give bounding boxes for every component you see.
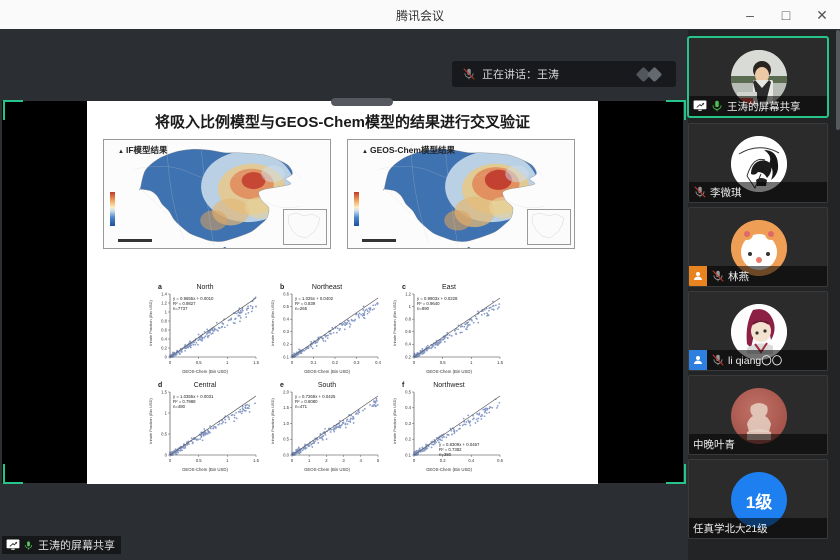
svg-text:1: 1 xyxy=(165,410,168,415)
svg-text:0.3: 0.3 xyxy=(405,421,411,426)
svg-text:n=890: n=890 xyxy=(417,306,430,311)
svg-text:1: 1 xyxy=(226,360,229,365)
svg-text:0.2: 0.2 xyxy=(440,458,446,463)
svg-text:0.5: 0.5 xyxy=(196,360,202,365)
svg-text:1.0: 1.0 xyxy=(283,421,289,426)
svg-text:0.1: 0.1 xyxy=(405,452,411,457)
svg-text:0.2: 0.2 xyxy=(405,437,411,442)
svg-text:1: 1 xyxy=(308,458,311,463)
svg-text:1: 1 xyxy=(409,304,412,309)
svg-text:1.5: 1.5 xyxy=(283,405,289,410)
svg-text:1.5: 1.5 xyxy=(253,458,259,463)
svg-text:1.5: 1.5 xyxy=(253,360,259,365)
svg-text:2: 2 xyxy=(325,458,328,463)
svg-text:0.6: 0.6 xyxy=(161,327,167,332)
svg-text:1: 1 xyxy=(470,360,473,365)
svg-text:0.5: 0.5 xyxy=(283,437,289,442)
svg-text:0.2: 0.2 xyxy=(405,354,411,359)
svg-text:0.3: 0.3 xyxy=(283,329,289,334)
svg-text:4: 4 xyxy=(360,458,363,463)
svg-text:0.6: 0.6 xyxy=(405,329,411,334)
svg-text:2.0: 2.0 xyxy=(283,389,289,394)
svg-text:0.1: 0.1 xyxy=(283,354,289,359)
svg-text:1.4: 1.4 xyxy=(161,291,167,296)
svg-text:0.5: 0.5 xyxy=(196,458,202,463)
svg-text:1.5: 1.5 xyxy=(161,389,167,394)
svg-text:n=480: n=480 xyxy=(173,404,186,409)
svg-text:1: 1 xyxy=(226,458,229,463)
svg-text:0: 0 xyxy=(291,458,294,463)
svg-text:0.4: 0.4 xyxy=(405,342,411,347)
svg-text:0.5: 0.5 xyxy=(283,304,289,309)
svg-text:1.5: 1.5 xyxy=(497,360,503,365)
svg-text:0.5: 0.5 xyxy=(440,360,446,365)
svg-text:3: 3 xyxy=(342,458,345,463)
svg-text:0.4: 0.4 xyxy=(161,336,167,341)
svg-text:0: 0 xyxy=(169,360,172,365)
svg-text:0.6: 0.6 xyxy=(497,458,503,463)
svg-text:0.1: 0.1 xyxy=(311,360,317,365)
svg-text:0: 0 xyxy=(413,458,416,463)
svg-text:0: 0 xyxy=(165,452,168,457)
svg-text:n=265: n=265 xyxy=(295,306,308,311)
svg-text:0: 0 xyxy=(291,360,294,365)
svg-text:0.5: 0.5 xyxy=(161,431,167,436)
svg-text:0.8: 0.8 xyxy=(405,317,411,322)
svg-text:1.2: 1.2 xyxy=(405,291,411,296)
svg-text:0.2: 0.2 xyxy=(283,342,289,347)
svg-text:1.2: 1.2 xyxy=(161,300,167,305)
svg-text:0: 0 xyxy=(169,458,172,463)
svg-text:0.0: 0.0 xyxy=(283,452,289,457)
svg-text:n=471: n=471 xyxy=(295,404,308,409)
svg-text:0.2: 0.2 xyxy=(332,360,338,365)
svg-text:0: 0 xyxy=(165,354,168,359)
svg-text:n=7737: n=7737 xyxy=(173,306,188,311)
svg-text:0.4: 0.4 xyxy=(405,405,411,410)
svg-text:0.2: 0.2 xyxy=(161,345,167,350)
svg-text:1: 1 xyxy=(165,309,168,314)
svg-text:0.4: 0.4 xyxy=(468,458,474,463)
svg-text:0.8: 0.8 xyxy=(161,318,167,323)
svg-text:0.5: 0.5 xyxy=(405,389,411,394)
svg-text:0.4: 0.4 xyxy=(375,360,381,365)
svg-text:0.4: 0.4 xyxy=(283,317,289,322)
svg-text:0.3: 0.3 xyxy=(354,360,360,365)
svg-text:0.6: 0.6 xyxy=(283,291,289,296)
svg-text:0: 0 xyxy=(413,360,416,365)
svg-text:5: 5 xyxy=(377,458,380,463)
svg-text:n=380: n=380 xyxy=(439,452,452,457)
